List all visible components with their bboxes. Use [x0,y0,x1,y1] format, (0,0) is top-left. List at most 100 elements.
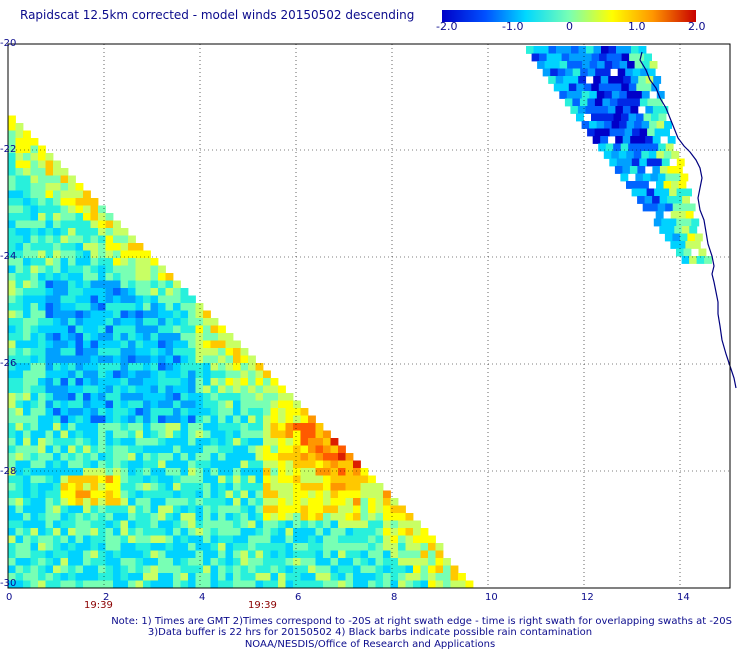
wind-cell [248,453,256,461]
wind-cell [30,385,39,394]
wind-cell [158,483,166,491]
wind-cell [195,520,204,529]
wind-cell [23,445,31,454]
wind-cell [383,528,391,536]
wind-cell [624,128,633,137]
wind-cell [68,280,76,289]
wind-cell [360,565,369,574]
wind-cell [195,445,204,454]
wind-cell [203,423,211,431]
wind-cell [98,355,106,364]
wind-cell [315,475,324,484]
wind-cell [300,543,309,551]
wind-cell [68,235,76,244]
wind-cell [120,573,129,581]
wind-cell [255,423,264,431]
wind-cell [83,565,91,574]
wind-cell [53,400,61,409]
wind-cell [68,565,76,574]
wind-cell [375,505,384,514]
wind-cell [552,61,560,69]
wind-cell [143,355,151,364]
wind-cell [135,310,144,319]
wind-cell [308,460,316,469]
wind-cell [210,348,219,356]
wind-cell [165,288,174,296]
wind-cell [98,490,106,499]
wind-cell [15,220,24,229]
wind-cell [225,355,234,364]
wind-cell [143,520,151,529]
wind-cell [210,370,219,379]
wind-cell [375,535,384,544]
wind-cell [165,565,174,574]
wind-cell [465,580,474,589]
lon-tick: 14 [677,592,690,603]
wind-cell [654,158,663,167]
wind-cell [158,423,166,431]
wind-cell [278,498,286,506]
wind-cell [15,213,24,221]
wind-cell [248,393,256,401]
wind-cell [120,498,129,506]
wind-cell [90,483,99,491]
wind-cell [398,535,406,544]
wind-cell [612,61,620,69]
wind-cell [15,408,24,416]
wind-cell [180,378,189,386]
wind-cell [150,295,159,304]
wind-cell [338,565,346,574]
wind-cell [606,113,614,122]
wind-cell [368,520,376,529]
wind-cell [680,173,689,182]
wind-cell [398,565,406,574]
wind-cell [30,550,39,559]
wind-cell [398,513,406,521]
wind-cell [98,550,106,559]
wind-cell [60,348,69,356]
wind-cell [330,490,339,499]
wind-cell [323,543,331,551]
wind-cell [180,468,189,476]
wind-cell [398,528,406,536]
wind-cell [90,228,99,236]
wind-cell [98,250,106,259]
wind-cell [90,573,99,581]
wind-cell [150,258,159,266]
wind-cell [435,550,444,559]
wind-cell [621,53,630,62]
wind-cell [210,565,219,574]
wind-cell [248,483,256,491]
wind-cell [375,513,384,521]
wind-cell [135,558,144,566]
wind-cell [68,265,76,274]
wind-cell [188,483,196,491]
wind-cell [599,53,607,62]
wind-cell [173,505,181,514]
wind-cell [203,348,211,356]
wind-cell [60,228,69,236]
wind-cell [240,543,249,551]
wind-cell [128,520,136,529]
wind-cell [338,460,346,469]
wind-cell [23,175,31,184]
wind-cell [38,273,46,281]
wind-cell [120,318,129,326]
wind-cell [38,190,46,199]
wind-cell [30,340,39,349]
wind-cell [128,535,136,544]
wind-cell [23,430,31,439]
wind-cell [353,460,361,469]
wind-cell [45,318,54,326]
wind-cell [586,46,594,54]
wind-cell [645,106,654,114]
wind-cell [173,498,181,506]
wind-cell [98,295,106,304]
wind-cell [128,543,136,551]
wind-cell [568,83,577,92]
wind-cell [98,348,106,356]
wind-cell [345,453,354,461]
wind-cell [203,415,211,424]
wind-cell [345,520,354,529]
wind-cell [390,528,399,536]
